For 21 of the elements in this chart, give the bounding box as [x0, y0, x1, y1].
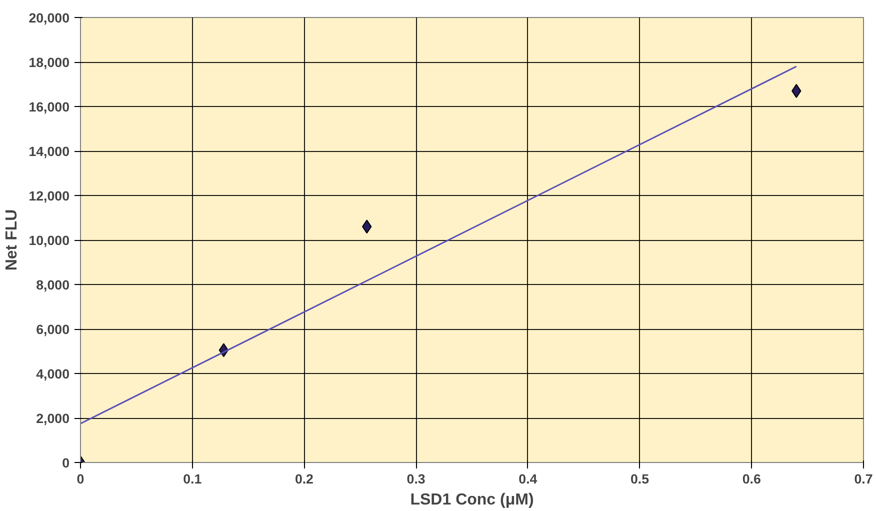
x-tick-label: 0.6: [742, 472, 761, 486]
y-tick-label: 0: [62, 456, 70, 470]
y-tick-label: 6,000: [36, 322, 70, 337]
y-tick-label: 2,000: [36, 411, 70, 426]
y-tick-label: 10,000: [28, 233, 70, 248]
y-axis-title: Net FLU: [4, 209, 21, 271]
y-tick-label: 8,000: [36, 278, 70, 292]
y-tick-label: 4,000: [36, 366, 70, 382]
x-tick-label: 0.5: [630, 472, 650, 486]
x-tick-label: 0: [76, 472, 84, 486]
y-tick-label: 20,000: [28, 10, 70, 26]
x-tick-label: 0.1: [183, 472, 202, 486]
x-axis-title: LSD1 Conc (μM): [410, 492, 534, 508]
x-tick-label: 0.3: [406, 472, 426, 486]
y-tick-label: 18,000: [28, 55, 70, 70]
x-tick-label: 0.7: [854, 472, 873, 486]
y-tick-label: 14,000: [28, 144, 70, 159]
y-tick-label: 16,000: [28, 100, 70, 114]
x-tick-label: 0.4: [518, 472, 538, 486]
y-tick-label: 12,000: [28, 188, 70, 204]
x-tick-label: 0.2: [294, 472, 314, 486]
